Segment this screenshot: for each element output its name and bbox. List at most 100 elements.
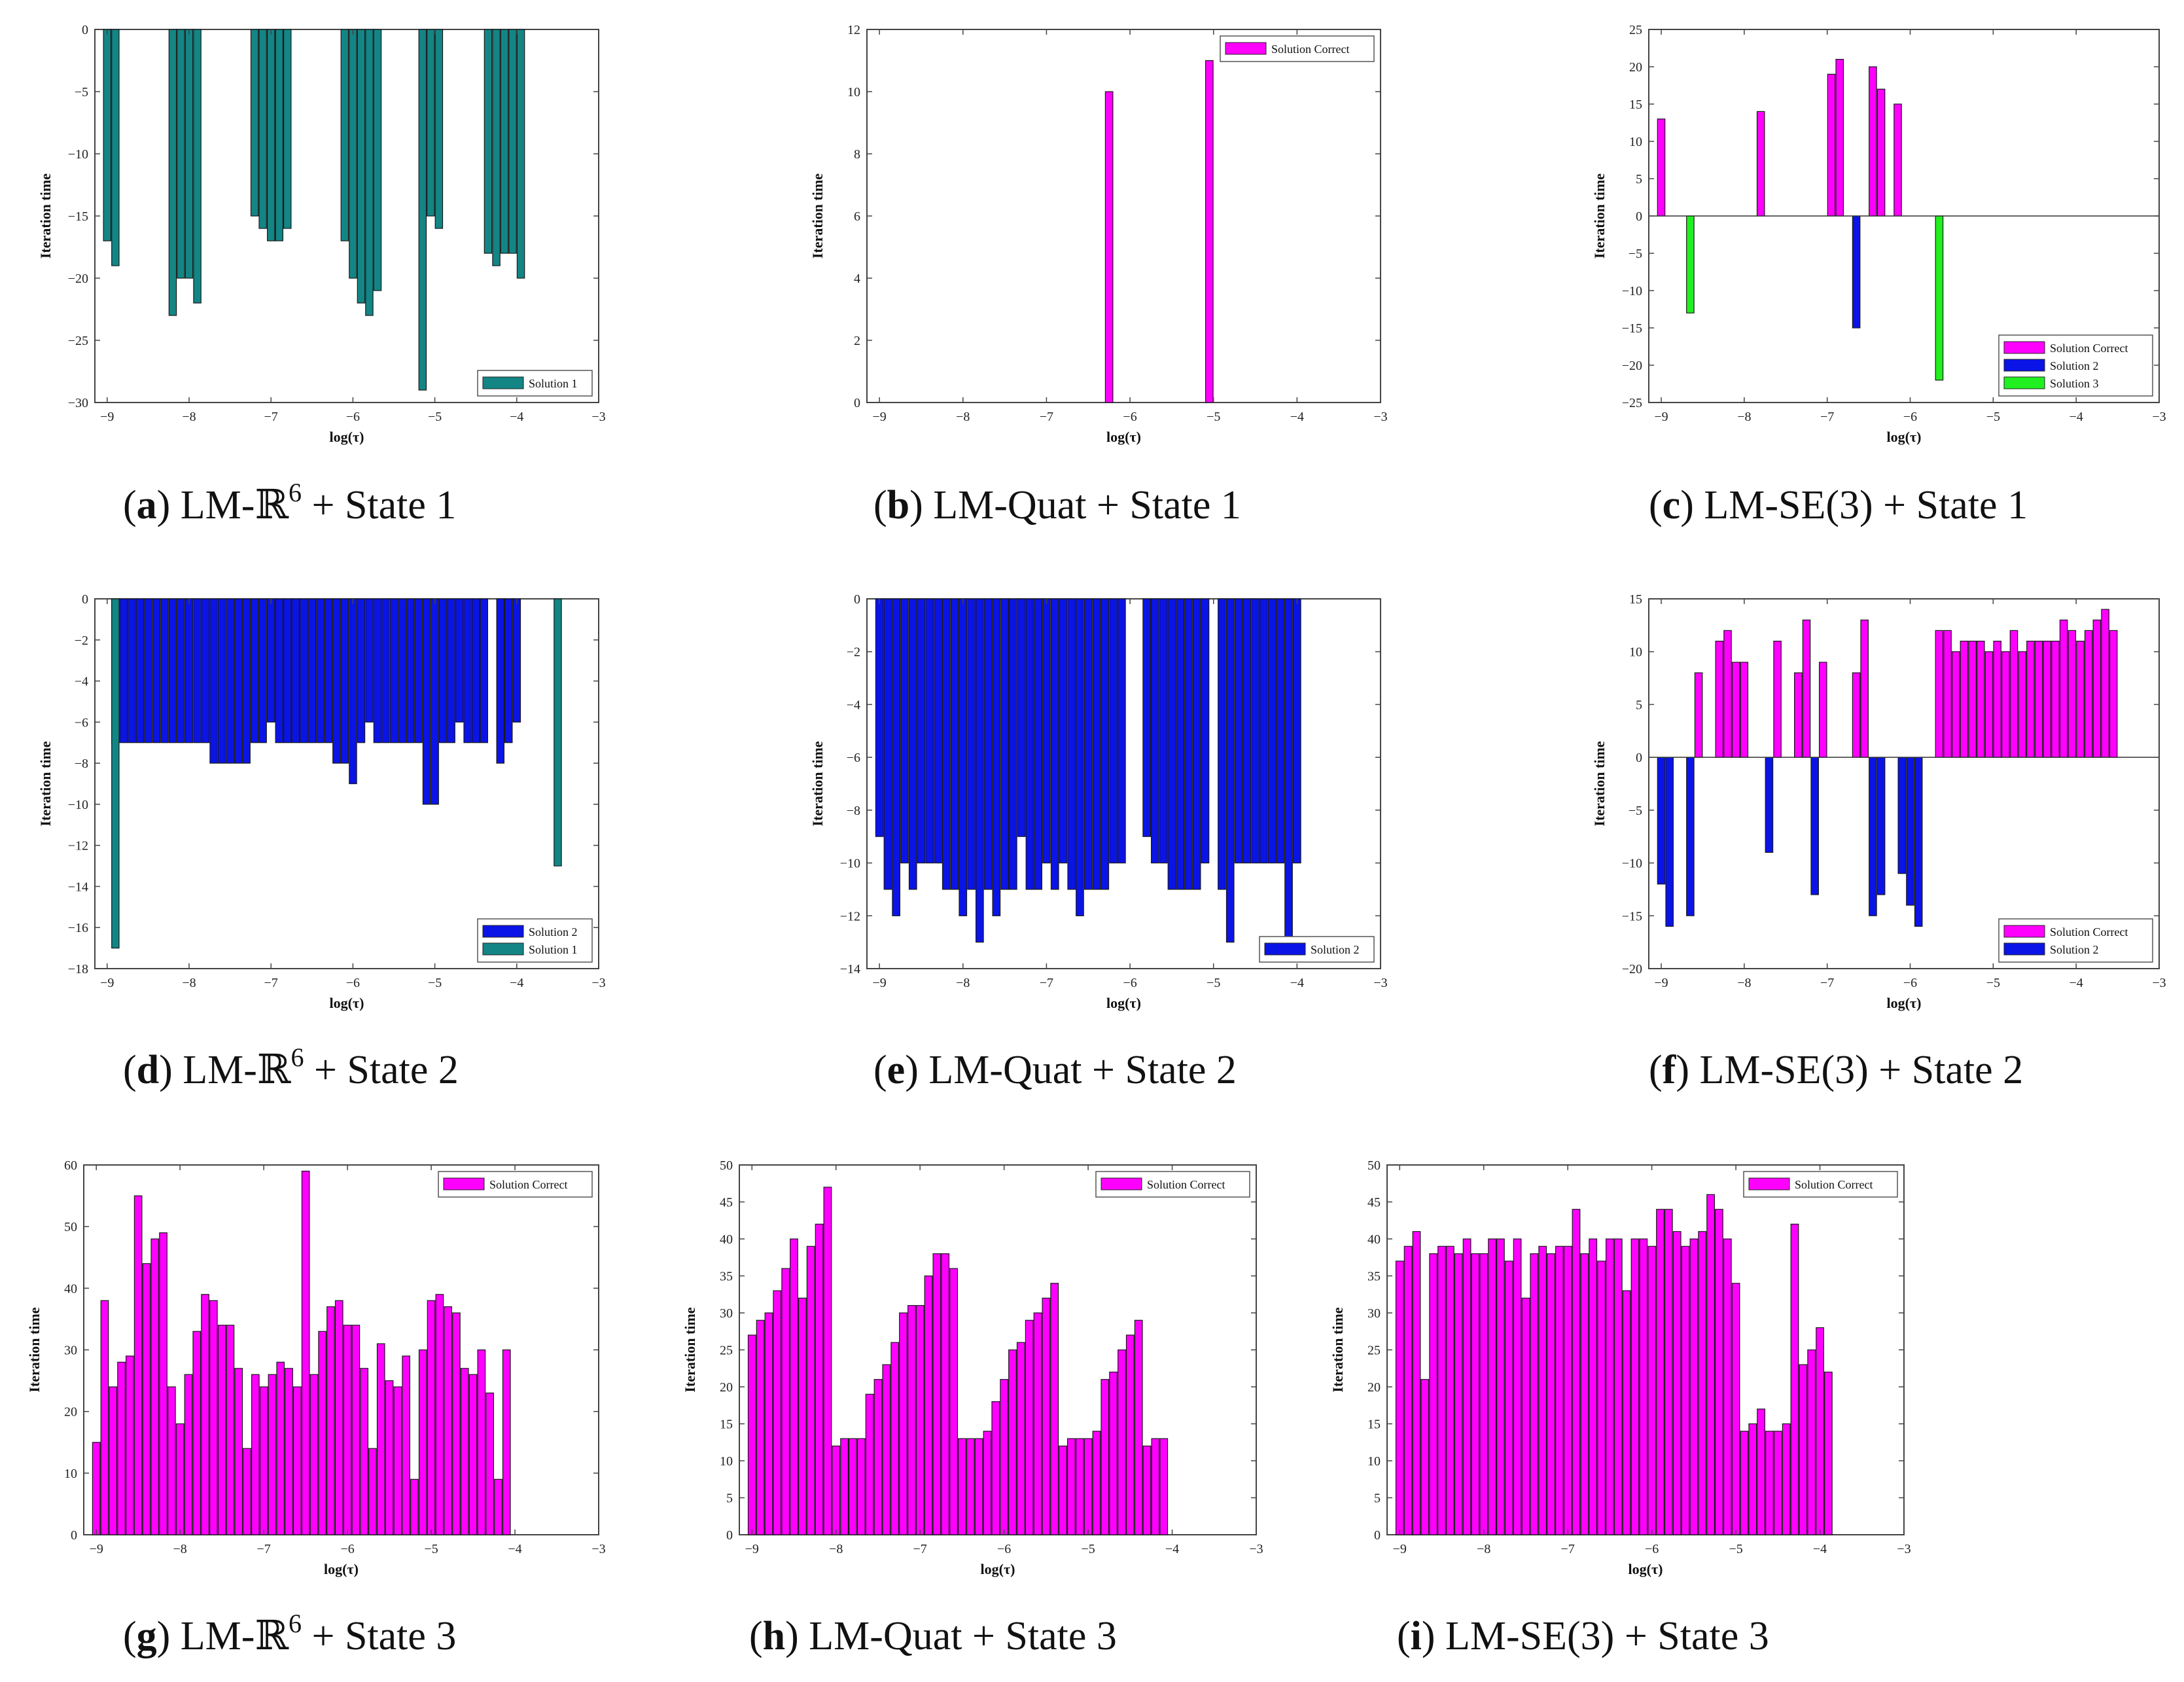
bar-solution-correct-1 (1205, 60, 1214, 403)
bar-solution-correct-50 (1816, 1327, 1825, 1535)
bar-solution-correct-21 (924, 1275, 933, 1535)
bar-solution-2-26 (1092, 598, 1101, 890)
legend-label: Solution Correct (1147, 1178, 1225, 1191)
bar-solution-correct-32 (1016, 1342, 1025, 1535)
bar-solution-correct-0 (1395, 1261, 1404, 1535)
bar-solution-correct-18 (899, 1312, 907, 1535)
legend-swatch (1225, 42, 1267, 55)
bar-solution-2-8 (942, 598, 951, 890)
y-axis-label: Iteration time (682, 1307, 698, 1392)
bar-solution-2-27 (332, 598, 341, 764)
bar-solution-1-15 (373, 29, 382, 291)
bar-solution-1-16 (418, 29, 427, 391)
x-tick-label: −7 (264, 410, 278, 424)
x-tick-label: −9 (100, 976, 114, 990)
bar-solution-correct-19 (907, 1305, 916, 1535)
y-tick-label: −2 (75, 634, 88, 648)
y-tick-label: −8 (75, 757, 88, 771)
bar-solution-2-2 (1686, 757, 1695, 916)
bar-solution-1-2 (168, 29, 177, 316)
bar-solution-correct-10 (175, 1423, 185, 1535)
bar-solution-2-48 (1276, 598, 1285, 864)
bar-solution-correct-9 (823, 1187, 832, 1535)
bar-solution-correct-22 (276, 1361, 285, 1535)
bar-solution-correct-16 (882, 1364, 891, 1535)
caption-paren-open: ( (1397, 1614, 1411, 1658)
bar-solution-2-45 (1251, 598, 1259, 864)
x-tick-label: −3 (1373, 976, 1387, 990)
x-axis-label: log(τ) (1887, 995, 1922, 1011)
bar-solution-2-6 (925, 598, 934, 864)
y-tick-label: −25 (1622, 396, 1642, 410)
panel-caption: (i) LM-SE(3) + State 3 (1397, 1614, 1769, 1658)
bar-solution-2-30 (357, 598, 366, 743)
bar-solution-3-1 (1935, 215, 1944, 381)
bar-solution-2-15 (234, 598, 243, 764)
bar-solution-correct-16 (226, 1325, 235, 1535)
bar-solution-2-14 (226, 598, 234, 764)
bar-solution-3-0 (1686, 215, 1695, 313)
bar-solution-2-35 (398, 598, 406, 743)
bar-solution-correct-43 (1757, 1408, 1766, 1535)
legend-swatch (482, 942, 524, 956)
x-tick-label: −9 (1654, 410, 1668, 424)
bar-solution-2-3 (135, 598, 145, 743)
y-tick-label: 25 (1629, 23, 1642, 37)
bar-solution-correct-39 (1723, 1238, 1732, 1535)
bar-solution-2-22 (291, 598, 300, 743)
bar-solution-1-14 (365, 29, 374, 316)
y-tick-label: 15 (1629, 98, 1642, 112)
legend-swatch (2003, 925, 2045, 938)
y-tick-label: 0 (854, 592, 860, 607)
bar-solution-1-10 (283, 29, 292, 229)
bar-solution-2-15 (1000, 598, 1010, 890)
x-tick-label: −8 (956, 410, 970, 424)
panel-caption: (d) LM-ℝ6 + State 2 (123, 1043, 459, 1092)
legend-label: Solution 2 (2050, 359, 2099, 372)
y-tick-label: 10 (720, 1454, 733, 1469)
x-tick-label: −5 (1206, 976, 1220, 990)
bar-solution-correct-14 (1960, 640, 1969, 758)
caption-paren-close: ) LM-ℝ (157, 483, 289, 528)
bar-solution-2-38 (1192, 598, 1201, 890)
bar-solution-correct-2 (1723, 630, 1732, 758)
caption-letter: g (137, 1614, 157, 1658)
x-tick-label: −8 (956, 976, 970, 990)
bar-solution-correct-0 (747, 1334, 756, 1535)
plot-frame (866, 29, 1381, 403)
y-tick-label: 2 (854, 334, 860, 348)
bar-solution-2-42 (1225, 598, 1235, 943)
bar-solution-2-8 (1906, 757, 1914, 906)
bar-solution-correct-27 (974, 1438, 983, 1535)
panel-caption: (e) LM-Quat + State 2 (873, 1048, 1237, 1092)
y-tick-label: 10 (1629, 135, 1642, 149)
bar-solution-correct-4 (1740, 662, 1749, 758)
x-tick-label: −4 (1290, 410, 1304, 424)
caption-tail: + State 3 (302, 1614, 456, 1658)
x-tick-label: −4 (1290, 976, 1304, 990)
bar-solution-correct-2 (1412, 1231, 1421, 1535)
y-tick-label: −4 (75, 675, 88, 689)
bar-solution-2-25 (316, 598, 325, 743)
bar-solution-correct-8 (159, 1232, 167, 1535)
y-axis-label: Iteration time (26, 1307, 43, 1392)
bar-solution-1-23 (516, 29, 525, 279)
bar-solution-correct-9 (167, 1386, 176, 1535)
bar-solution-1-1 (111, 29, 120, 266)
bar-solution-correct-9 (1852, 672, 1861, 758)
bar-solution-correct-24 (1597, 1261, 1606, 1535)
x-tick-label: −7 (913, 1542, 927, 1556)
bar-solution-correct-36 (1050, 1283, 1059, 1535)
bar-solution-correct-33 (368, 1448, 377, 1535)
bar-solution-correct-6 (798, 1297, 807, 1535)
bar-solution-correct-32 (1664, 1209, 1673, 1535)
legend-label: Solution 1 (529, 943, 578, 956)
caption-paren-close: ) LM-SE(3) + State 1 (1680, 483, 2028, 528)
bar-solution-correct-22 (2026, 640, 2035, 758)
x-tick-label: −7 (1820, 410, 1834, 424)
bar-solution-correct-17 (1984, 651, 1994, 758)
bar-solution-correct-30 (1000, 1379, 1009, 1535)
bar-solution-2-49 (1284, 598, 1293, 943)
y-tick-label: 15 (1629, 592, 1642, 607)
